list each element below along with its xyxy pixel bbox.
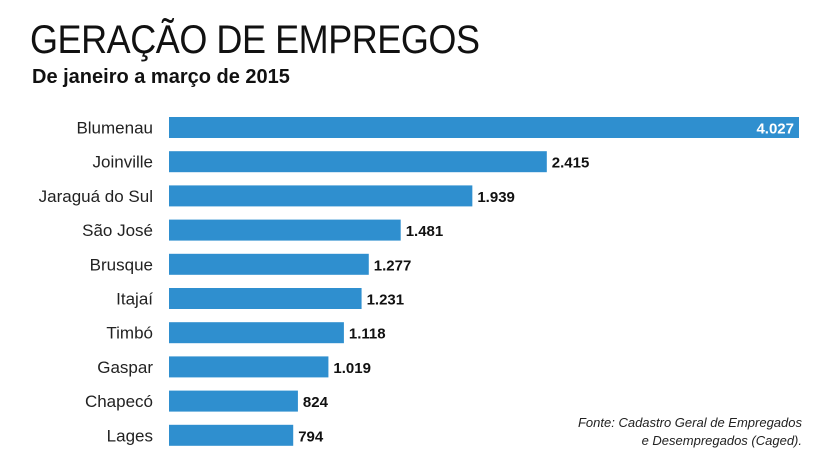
value-label: 2.415 — [552, 155, 590, 172]
bar — [169, 185, 473, 207]
category-label: Blumenau — [76, 119, 153, 138]
value-label: 794 — [298, 428, 324, 445]
category-label: Chapecó — [85, 392, 153, 411]
value-label: 1.231 — [367, 292, 405, 309]
value-label: 1.277 — [374, 257, 412, 274]
value-label: 1.481 — [406, 223, 444, 240]
value-label: 1.118 — [349, 326, 386, 343]
value-label: 1.019 — [333, 360, 371, 377]
category-label: Timbó — [106, 324, 153, 343]
value-label: 1.939 — [477, 189, 515, 206]
bar — [169, 253, 369, 275]
source-note: Fonte: Cadastro Geral de Empregados e De… — [578, 414, 802, 450]
bar — [169, 424, 294, 446]
value-label: 4.027 — [756, 121, 794, 138]
category-label: Jaraguá do Sul — [39, 187, 153, 206]
value-label: 824 — [303, 394, 329, 411]
bar — [169, 288, 362, 309]
category-label: Brusque — [90, 255, 153, 274]
bar — [169, 219, 401, 241]
chart-subtitle: De janeiro a março de 2015 — [32, 66, 290, 88]
bar — [169, 390, 298, 412]
bar — [169, 117, 799, 138]
bar — [169, 322, 344, 344]
source-line-2: e Desempregados (Caged). — [641, 433, 802, 448]
bar — [169, 356, 329, 378]
category-label: Gaspar — [97, 358, 153, 377]
bar — [169, 151, 547, 173]
chart-title: GERAÇÃO DE EMPREGOS — [30, 18, 480, 62]
category-label: São José — [82, 221, 153, 240]
category-label: Itajaí — [116, 290, 153, 309]
category-label: Joinville — [93, 153, 153, 172]
source-line-1: Fonte: Cadastro Geral de Empregados — [577, 415, 802, 430]
category-label: Lages — [107, 426, 153, 445]
